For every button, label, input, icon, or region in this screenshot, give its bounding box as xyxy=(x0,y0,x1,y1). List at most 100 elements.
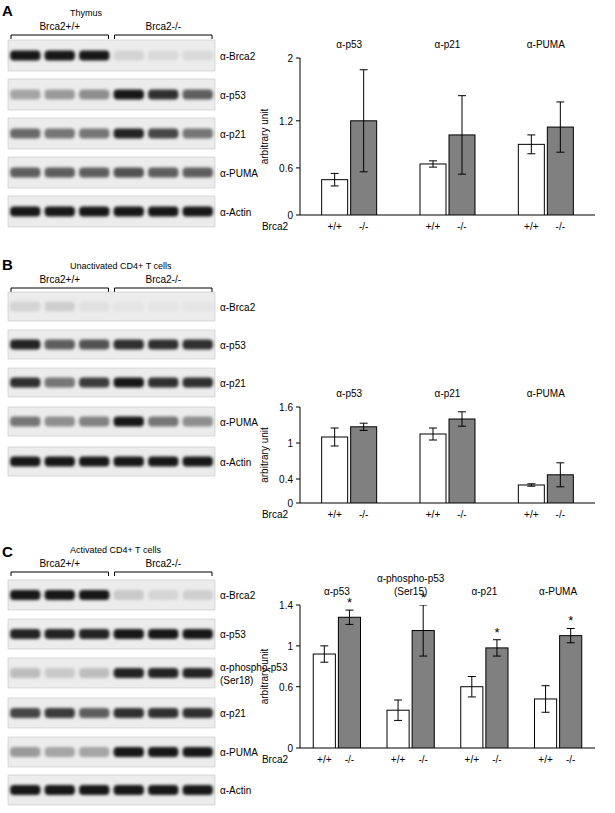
blot-strip xyxy=(8,737,215,767)
category-label: α-p21 xyxy=(435,388,461,399)
blot-strip xyxy=(8,407,215,436)
blot-band xyxy=(10,129,40,139)
bars xyxy=(313,605,582,748)
blot-band xyxy=(183,708,213,718)
antibody-label: α-p21 xyxy=(220,378,246,389)
y-tick-label: 1.4 xyxy=(279,600,293,611)
significance-mark: * xyxy=(568,613,573,628)
blot-strip xyxy=(8,447,215,476)
series-label: +/+ xyxy=(524,509,539,520)
bar-chart: 00.61.22arbitrary unitBrca2α-p53+/+-/-α-… xyxy=(259,39,595,232)
x-axis-label: Brca2 xyxy=(262,221,289,232)
blot-band xyxy=(45,629,75,639)
blot-band xyxy=(10,302,40,312)
x-axis-label: Brca2 xyxy=(262,509,289,520)
blot-band xyxy=(148,785,178,795)
blot-panel: CActivated CD4+ T cellsBrca2+/+Brca2-/-α… xyxy=(2,543,288,805)
blot-band xyxy=(79,785,109,795)
panel-title: Unactivated CD4+ T cells xyxy=(70,261,172,271)
antibody-label: α-Brca2 xyxy=(220,51,256,62)
antibody-label: α-Brca2 xyxy=(220,302,256,313)
blot-band xyxy=(79,708,109,718)
blot-band xyxy=(79,168,109,178)
blot-band xyxy=(10,51,40,61)
blot-band xyxy=(45,340,75,350)
bar-chart: 00.411.6arbitrary unitBrca2α-p53+/+-/-α-… xyxy=(259,388,595,520)
blot-band xyxy=(10,457,40,467)
blot-band xyxy=(79,417,109,427)
series-label: +/+ xyxy=(426,221,441,232)
blot-band xyxy=(114,590,144,600)
series-label: +/+ xyxy=(391,754,406,765)
antibody-label: α-PUMA xyxy=(220,747,258,758)
blot-band xyxy=(114,90,144,100)
blot-band xyxy=(114,668,144,678)
blot-band xyxy=(183,207,213,217)
y-axis xyxy=(300,605,301,748)
antibody-label: α-Actin xyxy=(220,457,251,468)
blot-band xyxy=(10,90,40,100)
blot-band xyxy=(183,340,213,350)
error-bar xyxy=(429,428,437,440)
significance-mark: * xyxy=(494,625,499,640)
blot-strip xyxy=(8,196,215,227)
blot-band xyxy=(114,168,144,178)
y-tick xyxy=(296,215,300,216)
category-label: α-p53 xyxy=(336,388,362,399)
y-tick xyxy=(296,167,300,168)
blot-band xyxy=(45,129,75,139)
series-label: +/+ xyxy=(426,509,441,520)
lane-group-label: Brca2+/+ xyxy=(39,558,80,569)
blot-band xyxy=(148,378,178,388)
blot-panel: AThymusBrca2+/+Brca2-/-α-Brca2α-p53α-p21… xyxy=(2,2,258,227)
category-label: α-p21 xyxy=(435,39,461,50)
blot-band xyxy=(148,590,178,600)
antibody-label: α-Actin xyxy=(220,207,251,218)
lane-bracket xyxy=(11,288,109,292)
blot-band xyxy=(114,417,144,427)
blot-band xyxy=(183,417,213,427)
blot-band xyxy=(10,590,40,600)
blot-band xyxy=(148,708,178,718)
blot-band xyxy=(148,302,178,312)
series-label: +/+ xyxy=(317,754,332,765)
series-label: -/- xyxy=(457,221,466,232)
antibody-label: α-PUMA xyxy=(220,168,258,179)
y-tick xyxy=(296,443,300,444)
antibody-label: α-p53 xyxy=(220,90,246,101)
blot-band xyxy=(79,590,109,600)
category-label: α-p53 xyxy=(336,39,362,50)
bar xyxy=(420,164,446,215)
antibody-label: α-Brca2 xyxy=(220,590,256,601)
y-tick xyxy=(296,605,300,606)
blot-band xyxy=(10,708,40,718)
blot-band xyxy=(45,378,75,388)
bar xyxy=(351,427,377,503)
blot-band xyxy=(148,629,178,639)
blot-band xyxy=(114,129,144,139)
bar xyxy=(449,419,475,503)
blot-band xyxy=(183,302,213,312)
series-label: +/+ xyxy=(524,221,539,232)
series-label: +/+ xyxy=(327,509,342,520)
blot-band xyxy=(114,747,144,757)
blot-band xyxy=(148,668,178,678)
y-axis xyxy=(300,58,301,215)
blot-band xyxy=(183,129,213,139)
y-tick-label: 1.2 xyxy=(279,116,293,127)
y-axis-label: arbitrary unit xyxy=(259,427,270,483)
significance-mark: * xyxy=(421,590,426,605)
y-axis xyxy=(300,407,301,503)
y-tick-label: 0.6 xyxy=(279,163,293,174)
blot-band xyxy=(45,590,75,600)
error-bar xyxy=(493,640,501,656)
bar xyxy=(313,654,335,748)
y-tick xyxy=(296,479,300,480)
panel-letter: A xyxy=(2,2,13,19)
y-tick-label: 2 xyxy=(287,53,293,64)
blot-band xyxy=(183,378,213,388)
lane-group-label: Brca2+/+ xyxy=(39,21,80,32)
lane-bracket xyxy=(11,35,109,39)
blot-band xyxy=(10,668,40,678)
blot-band xyxy=(10,785,40,795)
